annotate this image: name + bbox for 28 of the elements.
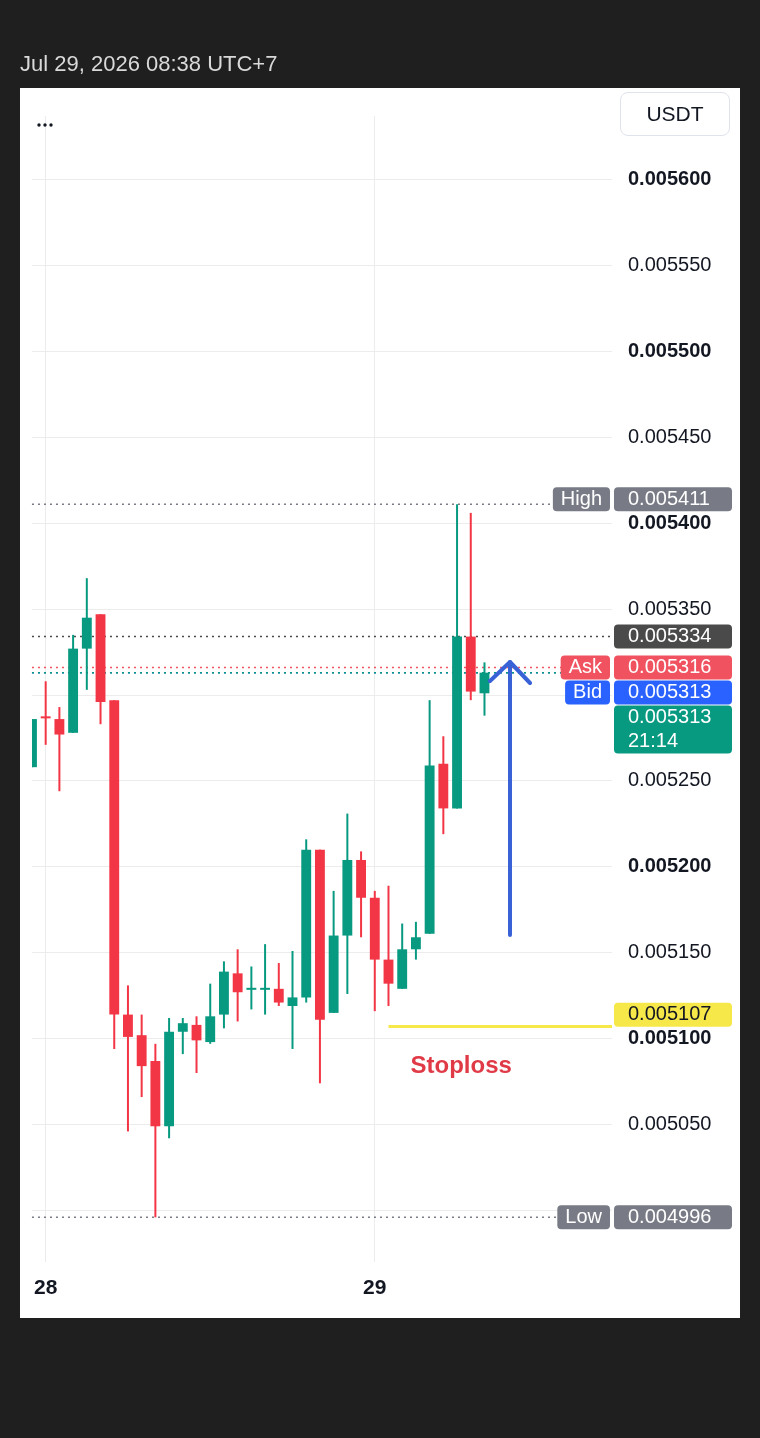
y-tick-label: 0.005400: [628, 510, 712, 533]
y-tick-label: 0.005050: [628, 1112, 712, 1135]
ref-line-label: Low: [565, 1204, 603, 1227]
y-tick-label: 0.005250: [628, 768, 712, 791]
text: 21:14: [628, 729, 679, 752]
annotation: 0.004996: [628, 1204, 712, 1227]
chart-title: Jul 29, 2026 08:38 UTC+7: [20, 50, 278, 78]
annotation: 0.005313: [628, 705, 712, 728]
ref-line-label: High: [560, 486, 602, 509]
ref-line-label: Ask: [568, 655, 603, 678]
annotation: 0.005334: [628, 624, 712, 647]
y-axis-title: USDT: [620, 92, 730, 136]
annotation: 0.005316: [628, 655, 712, 678]
annotation: 0.005411: [628, 486, 710, 509]
ref-line-label: Bid: [573, 680, 602, 703]
y-tick-label: 0.005350: [628, 596, 712, 619]
y-tick-label: 0.005550: [628, 252, 712, 275]
y-tick-label: 0.005500: [628, 338, 712, 361]
annotation: Stoploss: [410, 1051, 512, 1079]
y-tick-label: 0.005150: [628, 940, 712, 963]
y-tick-label: 0.005200: [628, 854, 712, 877]
y-tick-label: 0.005600: [628, 167, 712, 190]
annotation: 0.005313: [628, 680, 712, 703]
y-tick-label: 0.005100: [628, 1026, 712, 1049]
x-tick-label: 29: [363, 1275, 387, 1299]
data-label: 0.005107: [628, 1002, 712, 1025]
y-tick-label: 0.005450: [628, 424, 712, 447]
x-tick-label: 28: [34, 1275, 58, 1299]
